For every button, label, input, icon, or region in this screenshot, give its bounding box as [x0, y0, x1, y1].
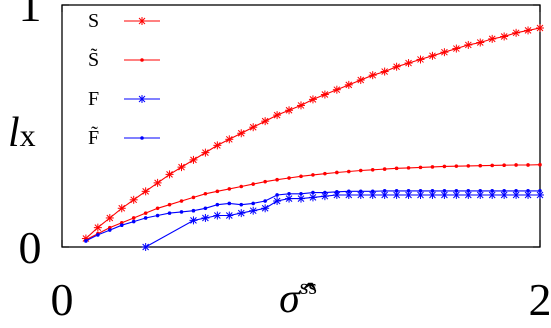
data-point — [490, 189, 494, 193]
data-point — [502, 163, 506, 167]
legend-label: F̃ — [88, 125, 99, 149]
data-point — [383, 189, 387, 193]
series-line — [146, 195, 540, 247]
data-point — [251, 182, 255, 186]
data-point — [502, 189, 506, 193]
data-point — [156, 214, 160, 218]
data-point — [311, 191, 315, 195]
data-point — [239, 203, 243, 207]
data-point — [239, 185, 243, 189]
data-point — [514, 189, 518, 193]
data-point — [216, 190, 220, 194]
data-point — [132, 220, 136, 224]
data-point — [478, 189, 482, 193]
data-point — [395, 167, 399, 171]
data-point — [538, 163, 542, 167]
data-point — [407, 189, 411, 193]
data-point — [228, 202, 232, 206]
data-point — [287, 176, 291, 180]
data-point — [347, 190, 351, 194]
data-point — [371, 168, 375, 172]
legend-label: S̃ — [88, 47, 99, 71]
data-point — [478, 164, 482, 168]
data-point — [204, 192, 208, 196]
x-axis-label: σ̂ss — [279, 274, 317, 322]
y-axis-label-symbol: l — [8, 110, 20, 156]
data-point — [263, 199, 267, 203]
data-point — [455, 164, 459, 168]
data-point — [514, 163, 518, 167]
data-point — [431, 165, 435, 169]
series-2 — [84, 163, 542, 242]
data-point — [263, 180, 267, 184]
data-point — [359, 169, 363, 173]
y-axis-label-subscript: x — [20, 117, 36, 153]
data-point — [144, 211, 148, 215]
data-point — [538, 189, 542, 193]
data-point — [443, 189, 447, 193]
data-point — [455, 189, 459, 193]
data-point — [371, 190, 375, 194]
y-axis-label: lx — [8, 110, 36, 156]
x-tick-label: 2 — [529, 274, 551, 323]
legend-marker — [140, 136, 144, 140]
data-point — [144, 216, 148, 220]
data-point — [347, 170, 351, 174]
data-point — [180, 199, 184, 203]
legend-label: S — [88, 10, 99, 32]
data-point — [204, 206, 208, 210]
data-point — [467, 189, 471, 193]
data-point — [156, 206, 160, 210]
series-1 — [82, 24, 544, 243]
data-point — [168, 203, 172, 207]
legend-marker — [140, 58, 144, 62]
data-point — [275, 193, 279, 197]
data-point — [299, 175, 303, 179]
data-point — [526, 163, 530, 167]
data-point — [431, 189, 435, 193]
data-point — [216, 203, 220, 207]
data-point — [526, 189, 530, 193]
data-point — [467, 164, 471, 168]
y-tick-label: 0 — [19, 222, 42, 273]
data-point — [419, 189, 423, 193]
data-point — [323, 172, 327, 176]
data-point — [335, 171, 339, 175]
data-point — [359, 190, 363, 194]
data-point — [168, 211, 172, 215]
data-point — [383, 167, 387, 171]
legend-label: F — [88, 88, 99, 110]
data-point — [120, 223, 124, 227]
data-point — [287, 192, 291, 196]
data-point — [299, 192, 303, 196]
data-point — [407, 166, 411, 170]
data-point — [323, 191, 327, 195]
x-tick-label: 0 — [51, 274, 74, 323]
legend: S S̃ F F̃ — [88, 10, 160, 149]
data-point — [192, 196, 196, 200]
data-point — [108, 228, 112, 232]
data-point — [180, 210, 184, 214]
data-point — [192, 209, 196, 213]
data-point — [311, 173, 315, 177]
data-point — [96, 233, 100, 237]
series-3 — [142, 191, 544, 251]
data-point — [335, 190, 339, 194]
x-axis-label-superscript: ss — [300, 274, 317, 299]
data-point — [251, 202, 255, 206]
data-point — [419, 166, 423, 170]
data-point — [84, 239, 88, 243]
data-point — [275, 178, 279, 182]
data-point — [228, 187, 232, 191]
data-point — [490, 164, 494, 168]
data-point — [132, 216, 136, 220]
y-tick-label: 1 — [19, 0, 42, 31]
data-point — [443, 165, 447, 169]
data-point — [395, 189, 399, 193]
